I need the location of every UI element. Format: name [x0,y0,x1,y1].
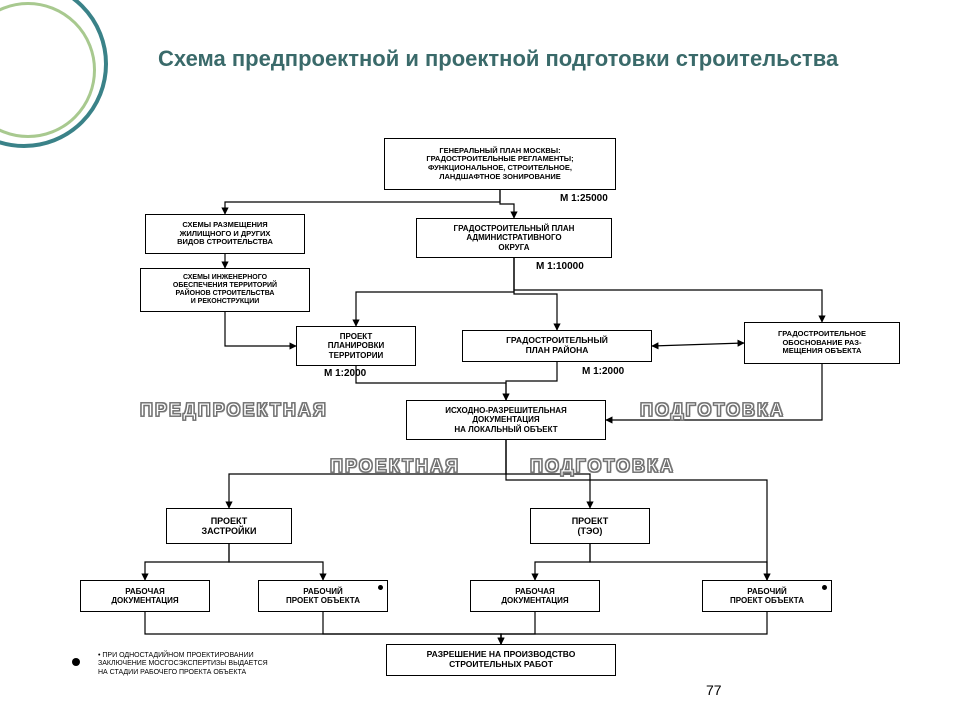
scale-s25000: М 1:25000 [560,193,608,204]
node-n_schemes1: СХЕМЫ РАЗМЕЩЕНИЯ ЖИЛИЩНОГО И ДРУГИХ ВИДО… [145,214,305,254]
node-n_rp1: РАБОЧИЙ ПРОЕКТ ОБЪЕКТА [258,580,388,612]
node-n_okrug: ГРАДОСТРОИТЕЛЬНЫЙ ПЛАН АДМИНИСТРАТИВНОГО… [416,218,612,258]
node-n_obos: ГРАДОСТРОИТЕЛЬНОЕ ОБОСНОВАНИЕ РАЗ- МЕЩЕН… [744,322,900,364]
node-n_rayon: ГРАДОСТРОИТЕЛЬНЫЙ ПЛАН РАЙОНА [462,330,652,362]
node-n_rd2: РАБОЧАЯ ДОКУМЕНТАЦИЯ [470,580,600,612]
outline-pre: ПРЕДПРОЕКТНАЯ [140,400,328,421]
asterisk-dot [822,585,827,590]
scale-s2000b: М 1:2000 [582,366,624,377]
scale-s10000: М 1:10000 [536,261,584,272]
node-n_zastr: ПРОЕКТ ЗАСТРОЙКИ [166,508,292,544]
node-n_teo: ПРОЕКТ (ТЭО) [530,508,650,544]
node-n_genplan: ГЕНЕРАЛЬНЫЙ ПЛАН МОСКВЫ: ГРАДОСТРОИТЕЛЬН… [384,138,616,190]
node-n_schemes2: СХЕМЫ ИНЖЕНЕРНОГО ОБЕСПЕЧЕНИЯ ТЕРРИТОРИЙ… [140,268,310,312]
page-title: Схема предпроектной и проектной подготов… [158,45,858,74]
outline-podg2: ПОДГОТОВКА [530,456,675,477]
node-n_ird: ИСХОДНО-РАЗРЕШИТЕЛЬНАЯ ДОКУМЕНТАЦИЯ НА Л… [406,400,606,440]
outline-proj: ПРОЕКТНАЯ [330,456,460,477]
node-n_razr: РАЗРЕШЕНИЕ НА ПРОИЗВОДСТВО СТРОИТЕЛЬНЫХ … [386,644,616,676]
footnote-bullet [72,658,80,666]
footnote-text: • ПРИ ОДНОСТАДИЙНОМ ПРОЕКТИРОВАНИИ ЗАКЛЮ… [98,652,268,677]
asterisk-dot [378,585,383,590]
node-n_rp2: РАБОЧИЙ ПРОЕКТ ОБЪЕКТА [702,580,832,612]
outline-podg1: ПОДГОТОВКА [640,400,785,421]
scale-s2000a: М 1:2000 [324,368,366,379]
node-n_rd1: РАБОЧАЯ ДОКУМЕНТАЦИЯ [80,580,210,612]
node-n_planir: ПРОЕКТ ПЛАНИРОВКИ ТЕРРИТОРИИ [296,326,416,366]
page-number: 77 [706,682,722,698]
